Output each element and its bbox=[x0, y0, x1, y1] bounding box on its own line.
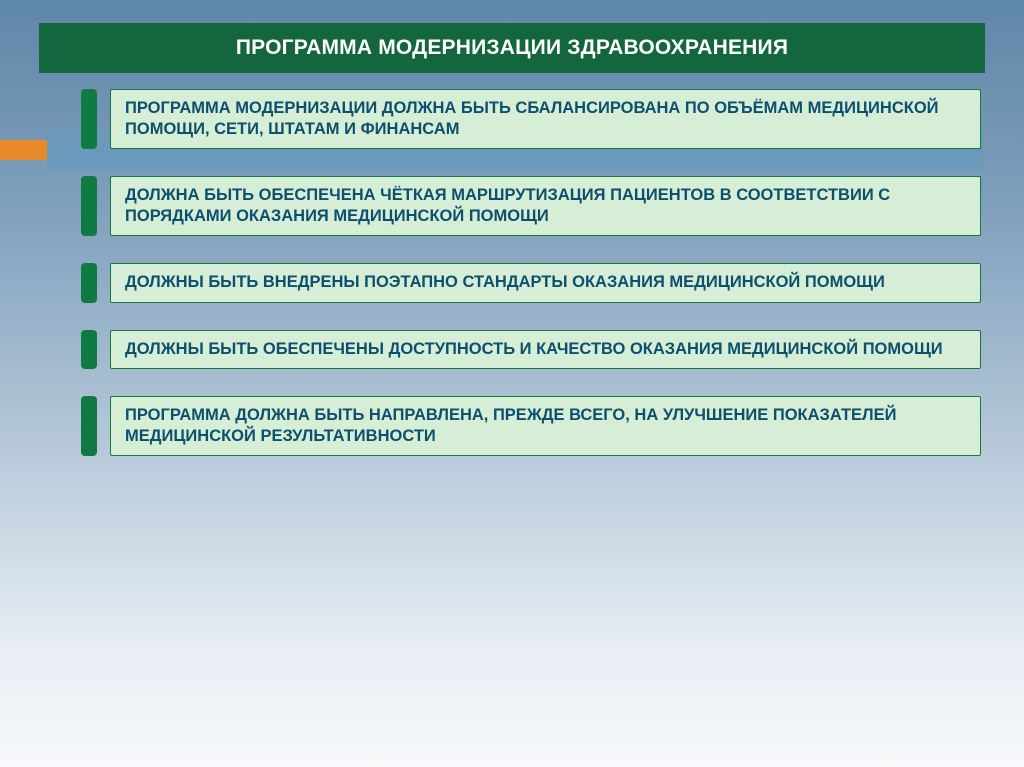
item-marker-icon bbox=[81, 89, 97, 149]
slide: ПРОГРАММА МОДЕРНИЗАЦИИ ЗДРАВООХРАНЕНИЯ П… bbox=[0, 0, 1024, 767]
list-item: ПРОГРАММА МОДЕРНИЗАЦИИ ДОЛЖНА БЫТЬ СБАЛА… bbox=[81, 89, 981, 149]
item-text: ПРОГРАММА МОДЕРНИЗАЦИИ ДОЛЖНА БЫТЬ СБАЛА… bbox=[110, 89, 981, 149]
item-marker-icon bbox=[81, 396, 97, 456]
item-text: ПРОГРАММА ДОЛЖНА БЫТЬ НАПРАВЛЕНА, ПРЕЖДЕ… bbox=[110, 396, 981, 456]
item-marker-icon bbox=[81, 330, 97, 369]
list-item: ДОЛЖНЫ БЫТЬ ОБЕСПЕЧЕНЫ ДОСТУПНОСТЬ И КАЧ… bbox=[81, 330, 981, 369]
item-text: ДОЛЖНЫ БЫТЬ ВНЕДРЕНЫ ПОЭТАПНО СТАНДАРТЫ … bbox=[110, 263, 981, 302]
accent-orange bbox=[0, 140, 47, 160]
item-list: ПРОГРАММА МОДЕРНИЗАЦИИ ДОЛЖНА БЫТЬ СБАЛА… bbox=[81, 89, 981, 483]
item-text: ДОЛЖНА БЫТЬ ОБЕСПЕЧЕНА ЧЁТКАЯ МАРШРУТИЗА… bbox=[110, 176, 981, 236]
list-item: ДОЛЖНЫ БЫТЬ ВНЕДРЕНЫ ПОЭТАПНО СТАНДАРТЫ … bbox=[81, 263, 981, 302]
list-item: ДОЛЖНА БЫТЬ ОБЕСПЕЧЕНА ЧЁТКАЯ МАРШРУТИЗА… bbox=[81, 176, 981, 236]
slide-title: ПРОГРАММА МОДЕРНИЗАЦИИ ЗДРАВООХРАНЕНИЯ bbox=[236, 36, 788, 60]
item-text: ДОЛЖНЫ БЫТЬ ОБЕСПЕЧЕНЫ ДОСТУПНОСТЬ И КАЧ… bbox=[110, 330, 981, 369]
title-bar: ПРОГРАММА МОДЕРНИЗАЦИИ ЗДРАВООХРАНЕНИЯ bbox=[39, 23, 985, 73]
item-marker-icon bbox=[81, 263, 97, 302]
item-marker-icon bbox=[81, 176, 97, 236]
list-item: ПРОГРАММА ДОЛЖНА БЫТЬ НАПРАВЛЕНА, ПРЕЖДЕ… bbox=[81, 396, 981, 456]
